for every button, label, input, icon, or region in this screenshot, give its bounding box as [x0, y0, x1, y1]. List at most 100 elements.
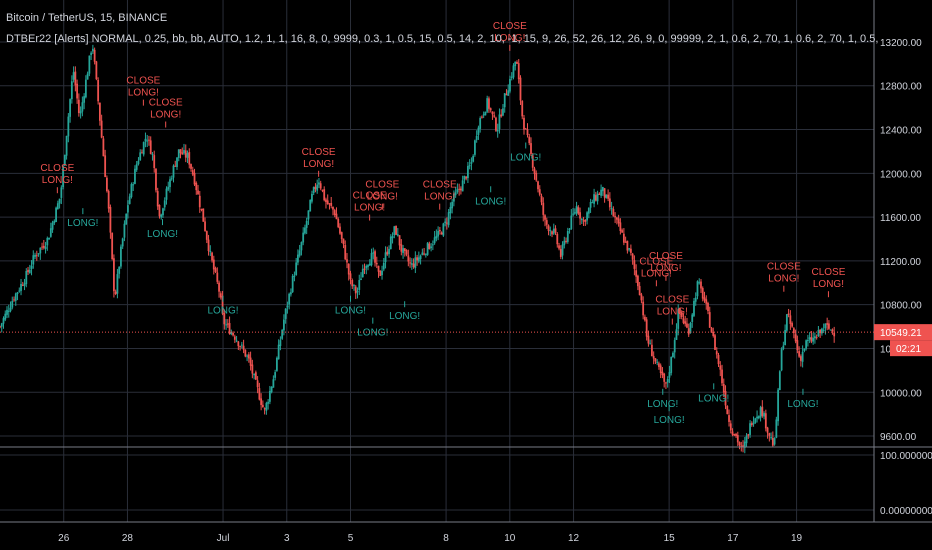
candle-body — [62, 166, 64, 188]
candle-body — [254, 372, 257, 380]
candle-body — [524, 128, 527, 130]
candle-body — [622, 233, 625, 243]
candle-body — [7, 310, 10, 312]
candle-body — [211, 252, 213, 261]
candle-body — [107, 191, 110, 209]
candle-body — [633, 260, 636, 269]
candle-body — [780, 349, 783, 371]
candle-body — [621, 230, 624, 233]
candle-body — [647, 335, 650, 344]
candle-body — [205, 231, 208, 240]
candle-body — [775, 419, 778, 438]
close-long-label: CLOSE — [811, 267, 845, 278]
candle-body — [801, 351, 804, 362]
candle-body — [771, 437, 774, 446]
candle-body — [212, 259, 215, 270]
candle-body — [49, 228, 52, 237]
candle-body — [214, 268, 217, 272]
candle-body — [438, 230, 441, 232]
candle-body — [63, 155, 66, 166]
candle-body — [319, 183, 322, 189]
candle-body — [691, 314, 694, 322]
candle-body — [707, 303, 709, 312]
candle-body — [18, 290, 21, 292]
candle-body — [281, 330, 284, 339]
candle-body — [668, 372, 671, 378]
candle-body — [375, 262, 378, 265]
candle-body — [21, 284, 24, 286]
candle-body — [188, 152, 191, 165]
long-label: LONG! — [654, 415, 685, 426]
candle-body — [300, 242, 303, 251]
candle-body — [761, 406, 764, 416]
candle-body — [184, 150, 187, 158]
candle-body — [158, 204, 161, 217]
candle-body — [798, 351, 801, 357]
close-long-label: LONG! — [128, 88, 159, 99]
candle-body — [388, 248, 390, 255]
candle-body — [773, 438, 776, 445]
candle-body — [792, 328, 795, 334]
candle-body — [608, 198, 611, 208]
candle-body — [757, 416, 760, 419]
candle-body — [756, 416, 758, 419]
candle-body — [239, 346, 241, 348]
candle-body — [670, 356, 673, 373]
candle-body — [144, 138, 147, 142]
candle-body — [778, 371, 781, 391]
candle-body — [0, 323, 3, 327]
candle-body — [509, 78, 511, 92]
candle-body — [661, 371, 664, 376]
candle-body — [651, 344, 653, 357]
candle-body — [125, 213, 128, 225]
candle-body — [512, 65, 515, 78]
candle-body — [628, 248, 631, 250]
candle-body — [346, 259, 348, 263]
candle-body — [207, 239, 210, 252]
candle-body — [374, 251, 376, 263]
candle-body — [70, 81, 73, 100]
candle-body — [104, 155, 107, 177]
candle-body — [251, 364, 254, 374]
candle-body — [330, 202, 333, 207]
candle-body — [230, 332, 233, 335]
candle-body — [715, 351, 718, 355]
candle-body — [97, 79, 100, 102]
candle-body — [701, 287, 704, 299]
candle-body — [414, 257, 417, 269]
candle-body — [672, 352, 674, 358]
candle-body — [258, 388, 261, 400]
candle-body — [162, 208, 164, 216]
candle-body — [235, 340, 238, 342]
candle-body — [384, 252, 387, 263]
candle-body — [824, 323, 827, 329]
candle-body — [763, 413, 765, 417]
candle-body — [260, 398, 263, 405]
candle-body — [505, 94, 508, 96]
candle-body — [710, 327, 713, 333]
candle-body — [34, 254, 36, 257]
candle-body — [693, 301, 695, 316]
candle-body — [742, 445, 744, 448]
candle-body — [829, 329, 832, 331]
candle-body — [481, 116, 483, 118]
indicator-legend[interactable]: DTBEr22 [Alerts] NORMAL, 0.25, bb, bb, A… — [6, 33, 878, 45]
indicator-tick-label: 100.00000000 — [880, 451, 932, 462]
candle-body — [484, 111, 487, 116]
candle-body — [447, 212, 450, 226]
candle-body — [118, 266, 121, 274]
candle-body — [79, 111, 82, 114]
candle-body — [477, 127, 480, 135]
candle-body — [805, 340, 808, 349]
candle-body — [787, 313, 790, 315]
symbol-title: Bitcoin / TetherUS, 15, BINANCE — [6, 12, 168, 24]
candle-body — [198, 195, 201, 208]
candle-body — [83, 96, 86, 103]
candle-body — [615, 217, 618, 220]
candle-body — [789, 315, 792, 324]
candle-body — [195, 182, 198, 191]
candle-body — [799, 356, 802, 361]
candle-body — [360, 278, 362, 280]
candle-body — [46, 238, 49, 246]
